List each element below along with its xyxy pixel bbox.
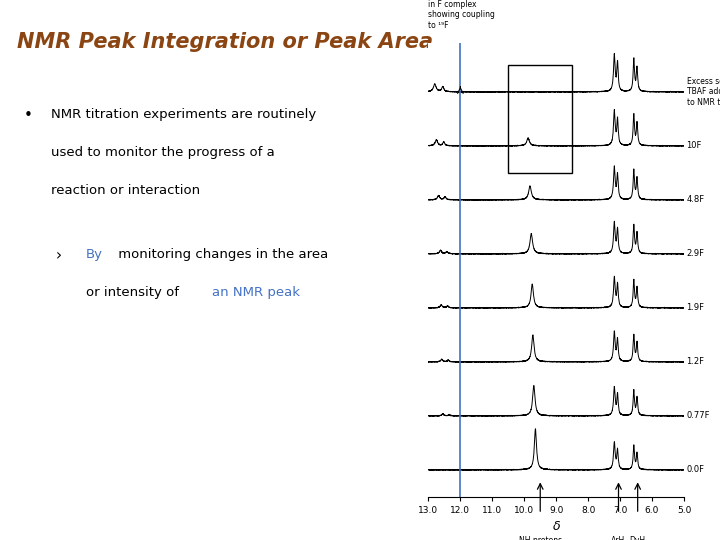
Text: NMR titration experiments are routinely: NMR titration experiments are routinely bbox=[51, 108, 317, 121]
Text: NH protons: NH protons bbox=[518, 536, 562, 540]
Text: Excess solid
TBAF added
to NMR tube: Excess solid TBAF added to NMR tube bbox=[687, 77, 720, 107]
Text: DyH: DyH bbox=[629, 536, 646, 540]
Text: an NMR peak: an NMR peak bbox=[212, 286, 300, 299]
Text: or intensity of: or intensity of bbox=[86, 286, 183, 299]
Text: By: By bbox=[86, 248, 103, 261]
Text: NH protons
in F complex
showing coupling
to ¹⁹F: NH protons in F complex showing coupling… bbox=[428, 0, 495, 30]
Bar bbox=[508, 65, 572, 173]
Text: 1.9F: 1.9F bbox=[687, 303, 705, 312]
Text: ArH: ArH bbox=[611, 536, 626, 540]
Text: 1.2F: 1.2F bbox=[687, 357, 705, 366]
Text: 10F: 10F bbox=[687, 141, 702, 150]
Text: used to monitor the progress of a: used to monitor the progress of a bbox=[51, 146, 275, 159]
X-axis label: δ: δ bbox=[552, 521, 560, 534]
Text: 2.9F: 2.9F bbox=[687, 249, 705, 258]
Text: 0.0F: 0.0F bbox=[687, 465, 705, 474]
Text: 0.77F: 0.77F bbox=[687, 411, 710, 420]
Text: ›: › bbox=[55, 248, 62, 264]
Text: 4.8F: 4.8F bbox=[687, 195, 705, 204]
Text: •: • bbox=[24, 108, 32, 123]
Text: NMR Peak Integration or Peak Area: NMR Peak Integration or Peak Area bbox=[17, 32, 433, 52]
Text: monitoring changes in the area: monitoring changes in the area bbox=[114, 248, 328, 261]
Text: reaction or interaction: reaction or interaction bbox=[51, 184, 201, 197]
